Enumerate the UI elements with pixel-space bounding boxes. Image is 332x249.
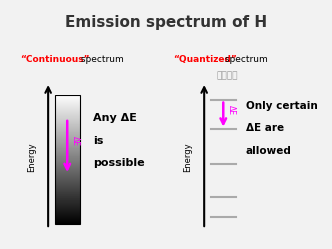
Text: Emission spectrum of H: Emission spectrum of H	[65, 15, 267, 30]
Text: “Quantized”: “Quantized”	[173, 55, 236, 64]
Text: is: is	[93, 136, 103, 146]
Bar	[55, 95, 80, 224]
Text: spectrum: spectrum	[222, 55, 268, 64]
Text: allowed: allowed	[246, 146, 291, 156]
Text: ΔE: ΔE	[71, 136, 80, 146]
Text: “Continuous”: “Continuous”	[20, 55, 89, 64]
Text: Energy: Energy	[27, 142, 36, 172]
Text: possible: possible	[93, 158, 144, 168]
Text: ΔE: ΔE	[227, 105, 236, 115]
Text: spectrum: spectrum	[78, 55, 124, 64]
Text: ΔE are: ΔE are	[246, 123, 284, 133]
Text: Energy: Energy	[183, 142, 192, 172]
Text: Only certain: Only certain	[246, 101, 317, 111]
Text: Any ΔE: Any ΔE	[93, 113, 137, 123]
Text: 使量子化: 使量子化	[217, 71, 238, 80]
